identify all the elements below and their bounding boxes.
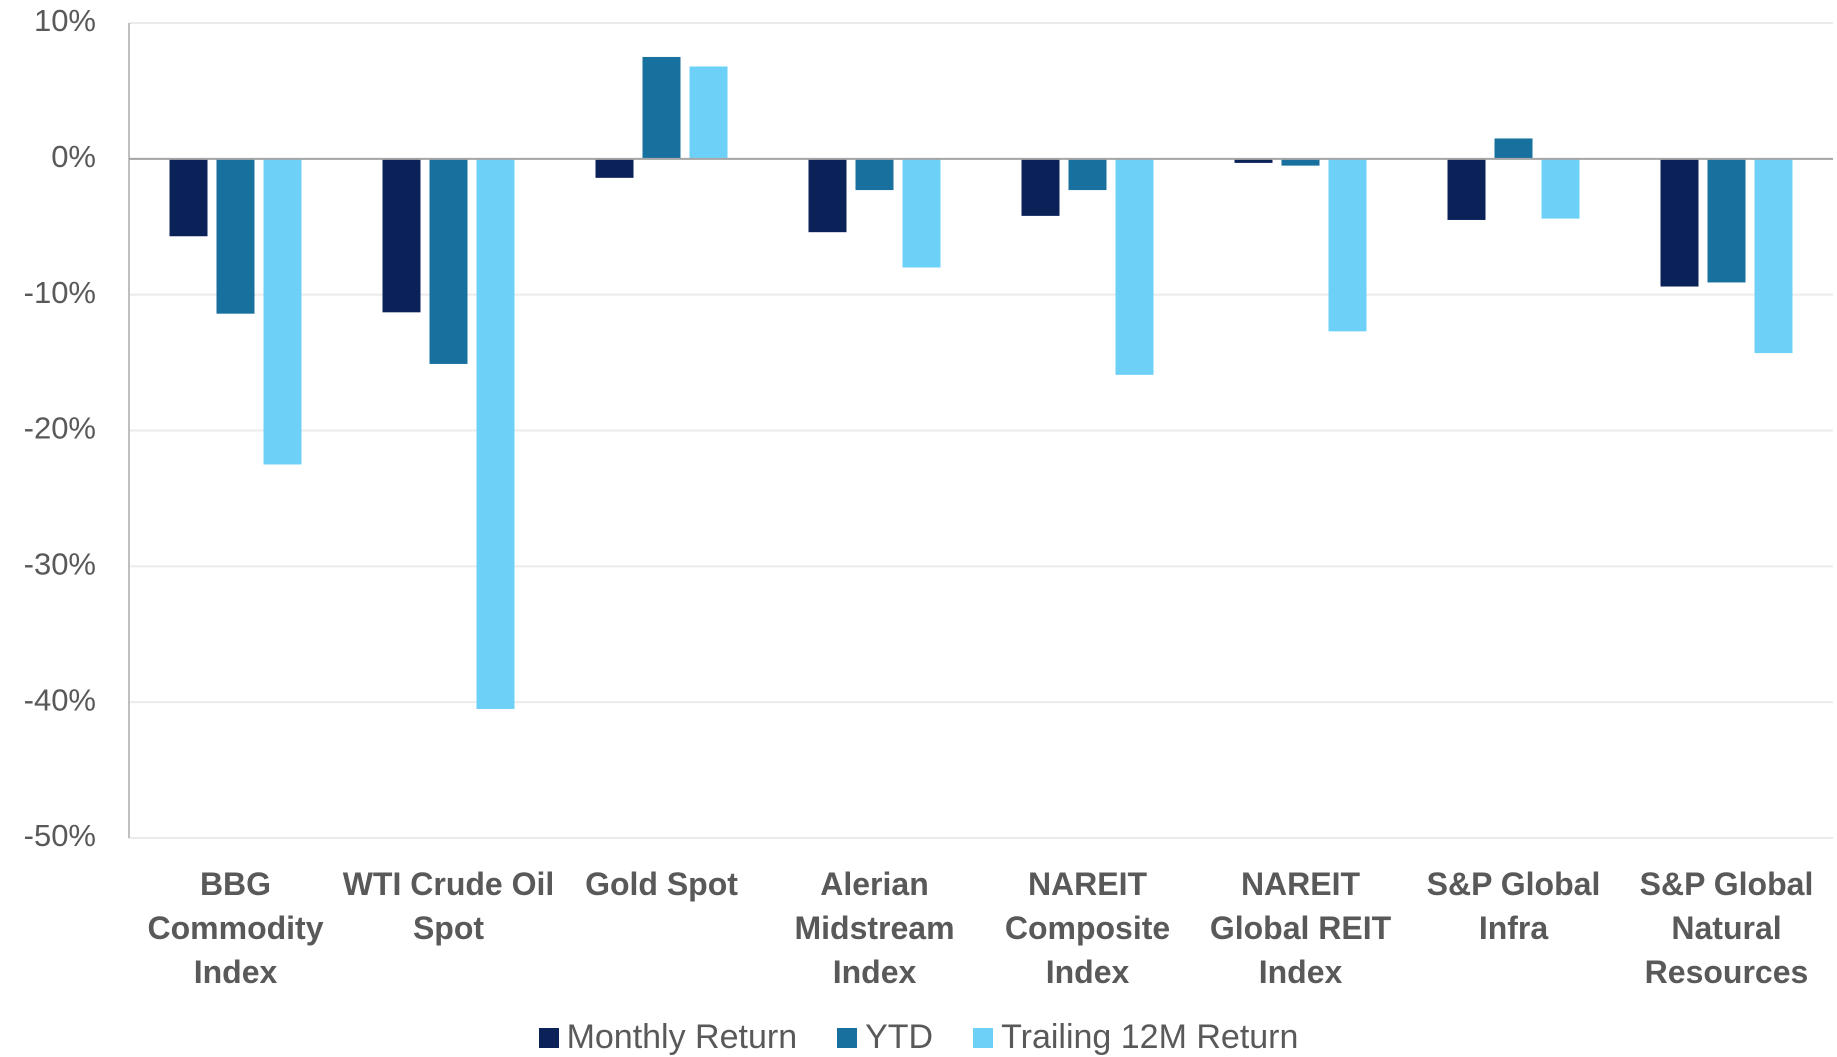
bar bbox=[808, 158, 847, 233]
legend-label: YTD bbox=[865, 1018, 934, 1056]
legend-item: YTD bbox=[837, 1018, 933, 1057]
bar bbox=[263, 158, 302, 465]
x-tick-label: Gold Spot bbox=[585, 866, 738, 902]
bar bbox=[1068, 158, 1107, 191]
x-tick-label: Alerian Midstream Index bbox=[794, 866, 955, 990]
bar bbox=[1447, 158, 1486, 220]
bar bbox=[1115, 158, 1154, 375]
bar bbox=[1234, 158, 1273, 163]
legend: Monthly Return YTD Trailing 12M Return bbox=[0, 1018, 1837, 1057]
y-tick-label: -40% bbox=[24, 682, 96, 717]
bar bbox=[689, 66, 728, 159]
y-tick-label: -50% bbox=[24, 818, 96, 853]
legend-swatch bbox=[837, 1027, 858, 1048]
legend-label: Monthly Return bbox=[566, 1018, 798, 1056]
y-tick-label: 0% bbox=[51, 139, 96, 174]
bar bbox=[382, 158, 421, 313]
y-tick-label: -30% bbox=[24, 547, 96, 582]
bar bbox=[1660, 158, 1699, 287]
x-tick-label: NAREIT Composite Index bbox=[1004, 866, 1171, 990]
bar bbox=[1281, 158, 1320, 166]
legend-item: Monthly Return bbox=[538, 1018, 798, 1057]
x-tick-label: S&P Global Infra bbox=[1426, 866, 1601, 946]
y-tick-label: -20% bbox=[24, 411, 96, 446]
bar bbox=[902, 158, 941, 268]
legend-item: Trailing 12M Return bbox=[973, 1018, 1298, 1057]
y-tick-label: -10% bbox=[24, 275, 96, 310]
bar bbox=[1541, 158, 1580, 219]
bar bbox=[169, 158, 208, 237]
bar bbox=[476, 158, 515, 709]
bar bbox=[855, 158, 894, 191]
legend-label: Trailing 12M Return bbox=[1001, 1018, 1299, 1056]
bar bbox=[216, 158, 255, 314]
x-tick-label: S&P Global Natural Resources bbox=[1639, 866, 1814, 990]
bar bbox=[1021, 158, 1060, 216]
bar bbox=[1494, 138, 1533, 159]
bar bbox=[1754, 158, 1793, 354]
bar bbox=[595, 158, 634, 178]
legend-swatch bbox=[538, 1027, 559, 1048]
y-tick-label: 10% bbox=[34, 3, 96, 38]
x-tick-label: NAREIT Global REIT Index bbox=[1209, 866, 1392, 990]
bar bbox=[642, 56, 681, 159]
bar bbox=[1707, 158, 1746, 283]
x-tick-label: WTI Crude Oil Spot bbox=[342, 866, 555, 946]
bar bbox=[429, 158, 468, 364]
x-tick-label: BBG Commodity Index bbox=[147, 866, 324, 990]
bar bbox=[1328, 158, 1367, 332]
legend-swatch bbox=[973, 1027, 994, 1048]
